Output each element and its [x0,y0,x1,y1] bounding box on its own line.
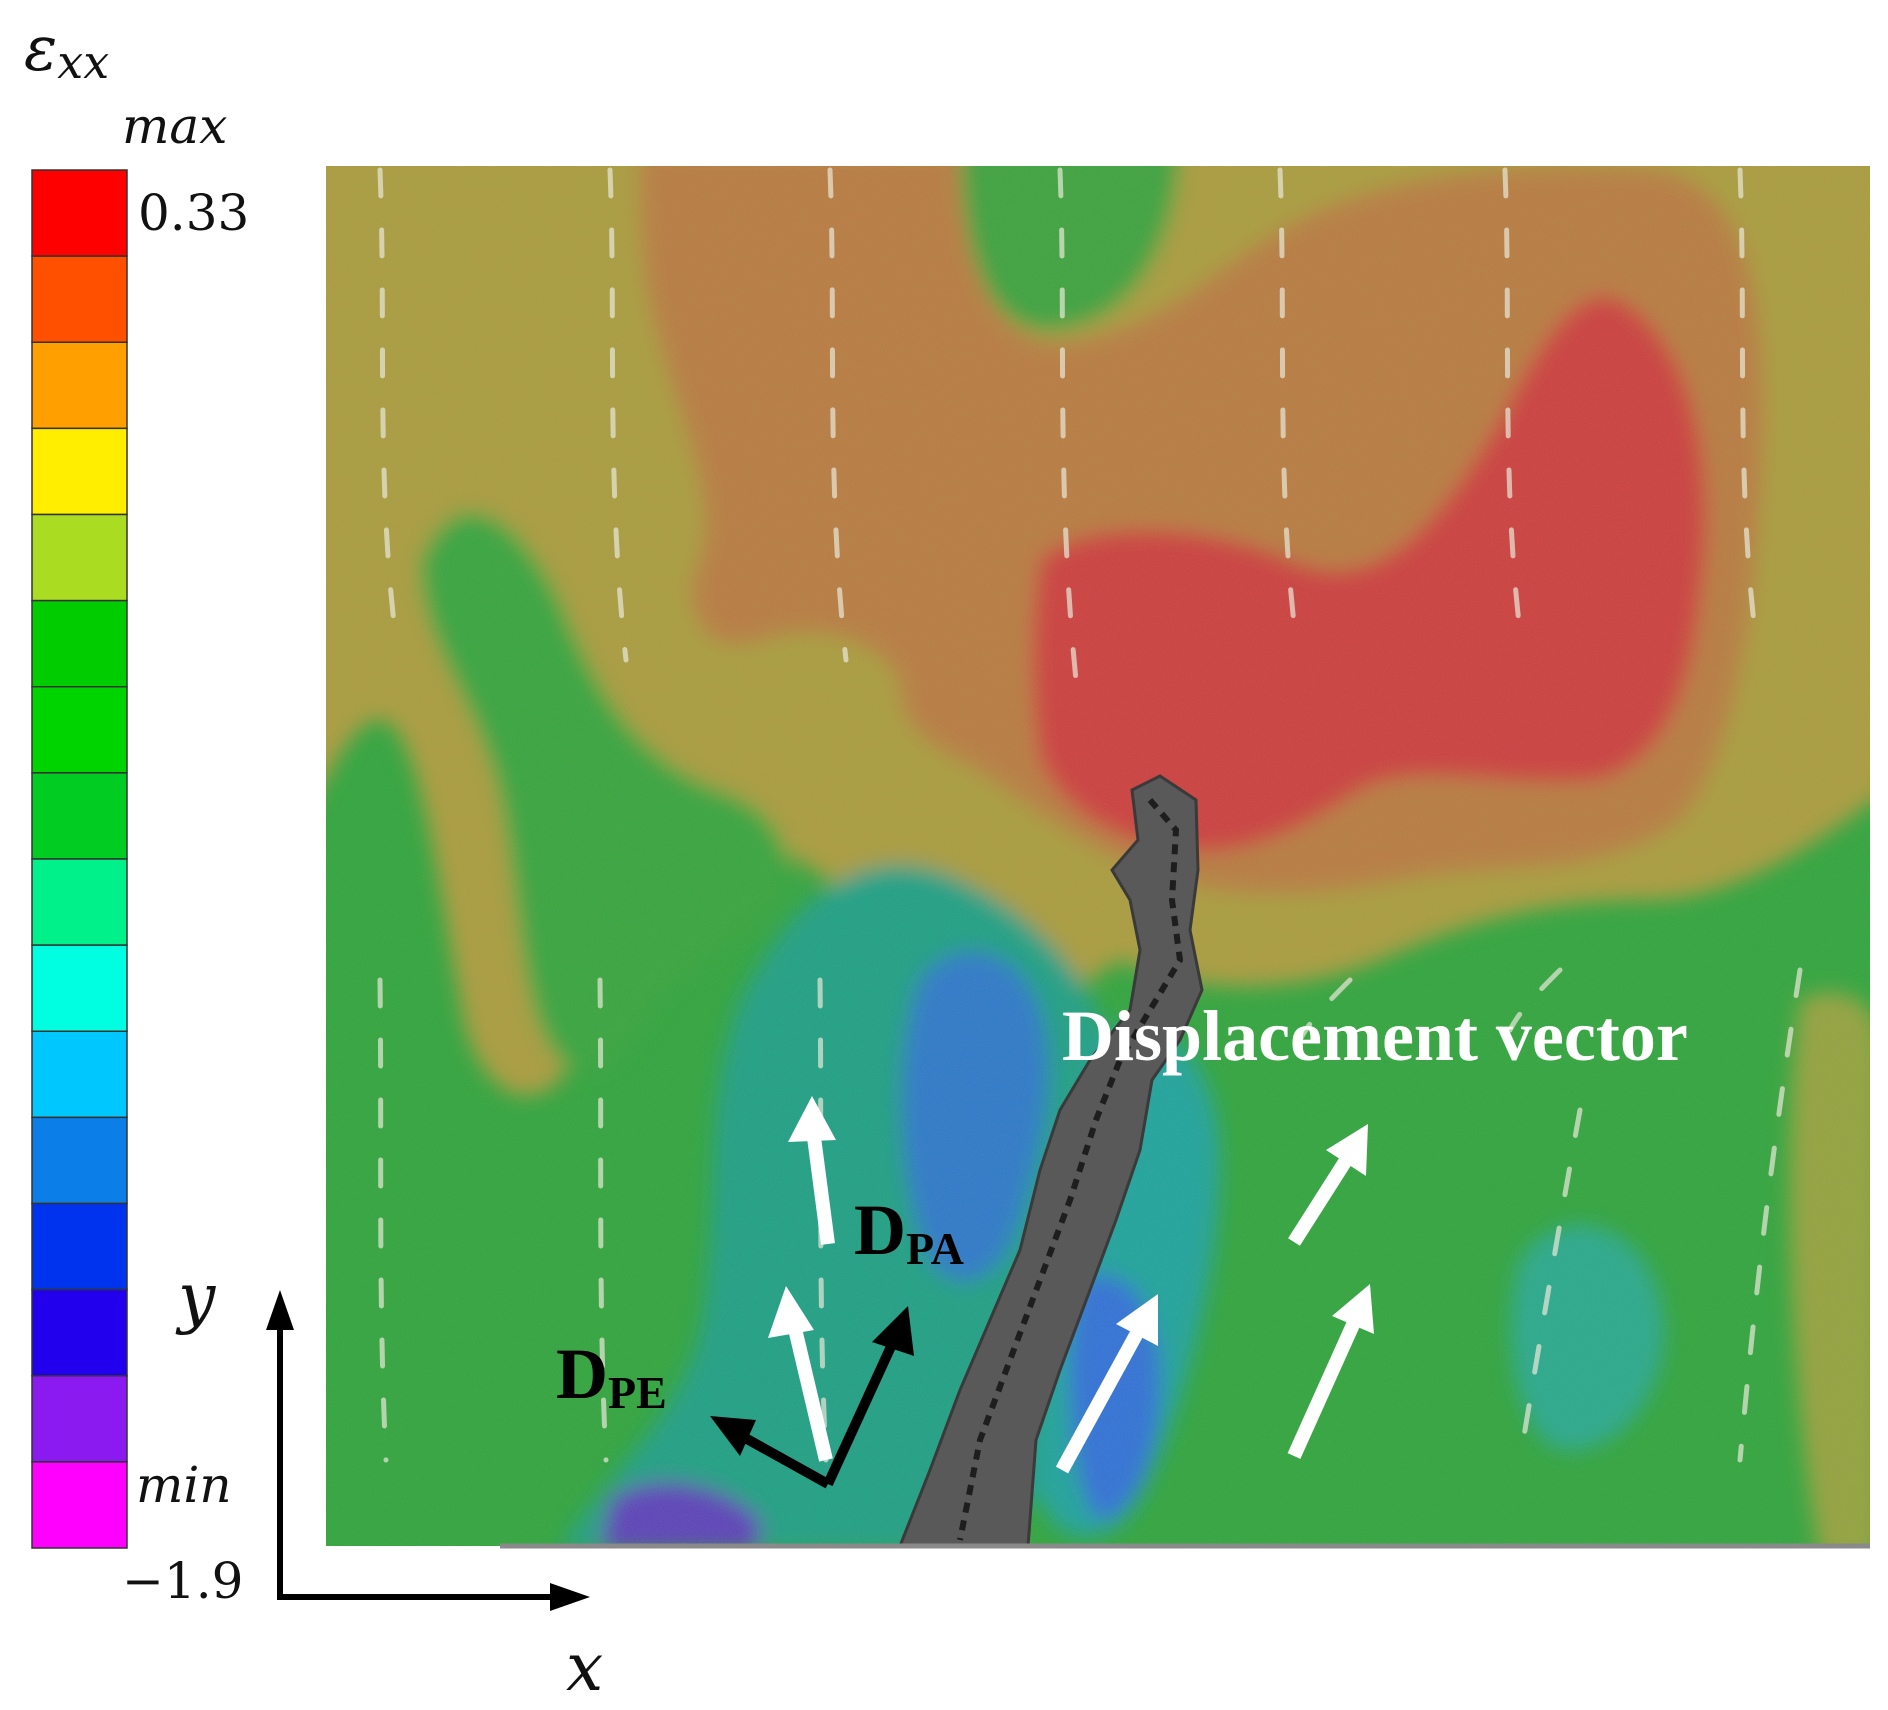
vector-arrow-upper-right [1288,1150,1356,1246]
colorbar: εxx max 0.33 min −1.9 [24,12,249,1610]
colorbar-cell [31,686,128,774]
vector-arrow-crack-right [1055,1320,1149,1474]
colorbar-max-value: 0.33 [138,184,249,242]
crack-texture [957,798,1184,1541]
colorbar-cell [31,513,128,602]
vector-arrow-upper-left-head [788,1096,836,1142]
dpa-arrow-head [872,1306,914,1356]
colorbar-cell [31,599,128,688]
colorbar-cell [31,427,128,516]
colorbar-cell [31,1288,128,1377]
colorbar-cell [31,944,128,1033]
displacement-vectors [768,1096,1374,1474]
crack [898,774,1204,1546]
displacement-vector-label: Displacement vector [1062,996,1688,1076]
colorbar-cell [31,1116,128,1205]
y-axis-arrowhead [266,1290,294,1330]
colorbar-cell [31,772,128,860]
y-axis-label: y [175,1259,216,1336]
vector-arrow-lower-left-head [768,1286,814,1338]
dpa-arrow [823,1337,899,1487]
colorbar-cell [31,1375,128,1463]
decomposition-arrows [710,1306,914,1489]
colorbar-title: εxx [24,12,109,89]
dpa-label: DPA [854,1190,964,1274]
colorbar-cell [31,858,128,946]
colorbar-cells [31,169,128,1549]
x-axis-arrowhead [550,1583,590,1611]
colorbar-cell [31,1461,128,1549]
vector-arrow-crack-right-head [1116,1294,1158,1346]
vector-arrow-lower-right [1287,1315,1363,1459]
dpe-arrow [735,1429,831,1489]
vector-arrow-upper-right-head [1326,1124,1368,1176]
vector-arrow-lower-left [785,1314,833,1462]
colorbar-min-value: −1.9 [122,1552,243,1610]
coordinate-axes: y x [175,1259,603,1706]
colorbar-max-label: max [122,97,227,155]
dpe-arrow-head [710,1416,756,1456]
map-texture [326,166,1870,1546]
colorbar-cell [31,169,128,257]
colorbar-cell [31,1202,128,1291]
strain-contour-map [326,166,1870,1546]
colorbar-cell [31,255,128,344]
vector-arrow-upper-left [805,1121,835,1245]
x-axis-label: x [566,1629,603,1706]
vector-arrow-lower-right-head [1332,1284,1374,1334]
colorbar-cell [31,1030,128,1119]
colorbar-cell [31,341,128,430]
colorbar-min-label: min [136,1456,232,1514]
dpe-label: DPE [556,1334,667,1418]
